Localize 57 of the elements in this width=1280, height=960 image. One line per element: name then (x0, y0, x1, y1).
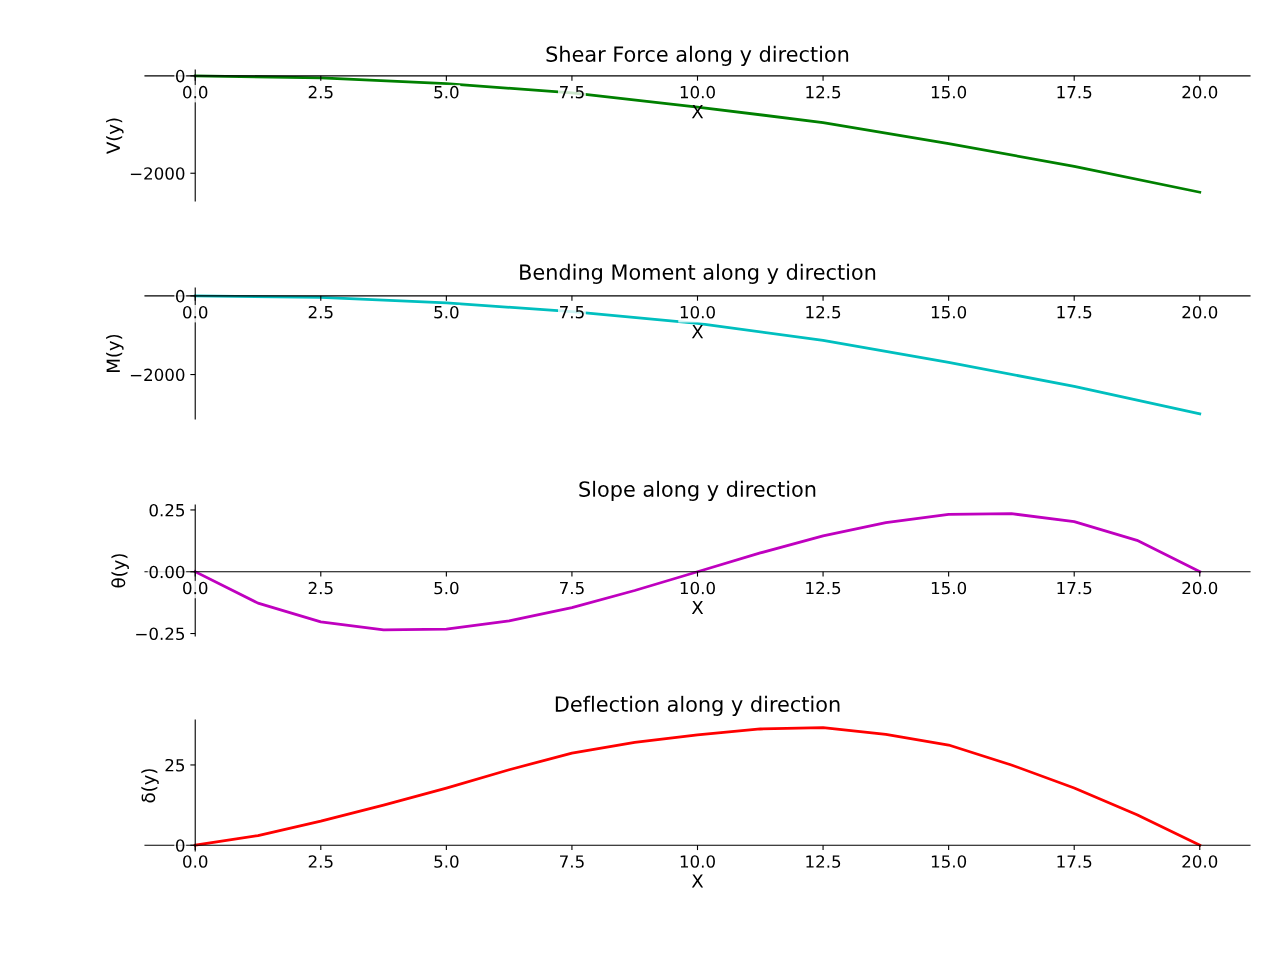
x-tick-label: 10.0 (680, 85, 715, 99)
x-tick-label: 7.5 (560, 581, 584, 595)
y-axis-title: V(y) (106, 118, 124, 154)
x-tick-label: 0.0 (183, 581, 208, 595)
y-tick-label: 0.00 (149, 565, 185, 579)
line-series (193, 726, 1202, 847)
y-tick-label: −0.25 (136, 627, 185, 641)
y-tick-label: 0 (176, 289, 185, 303)
x-axis-title: X (691, 600, 704, 615)
x-tick-label: 7.5 (560, 855, 584, 868)
x-tick-label: 5.0 (434, 855, 459, 868)
y-tick-label: −2000 (130, 368, 185, 382)
y-tick-label: 0.25 (149, 503, 185, 517)
x-tick-label: 7.5 (560, 306, 584, 319)
chart-title: Shear Force along y direction (546, 45, 849, 66)
x-tick-label: 17.5 (1057, 855, 1092, 868)
y-axis-title: δ(y) (141, 769, 159, 803)
x-tick-label: 0.0 (183, 855, 208, 868)
y-tick-label: 0 (176, 839, 185, 852)
x-tick-label: 10.0 (680, 855, 715, 868)
x-tick-label: 5.0 (434, 581, 459, 595)
x-tick-label: 5.0 (434, 85, 459, 99)
x-tick-label: 5.0 (434, 305, 459, 319)
x-tick-label: 17.5 (1057, 306, 1092, 319)
y-tick-label: 0 (176, 69, 185, 83)
x-tick-label: 2.5 (308, 305, 333, 319)
x-tick-label: 15.0 (931, 305, 967, 319)
y-tick-label: 25 (165, 758, 185, 772)
x-tick-label: 12.5 (806, 305, 841, 319)
chart-title: Bending Moment along y direction (520, 263, 876, 284)
y-axis-title: M(y) (106, 334, 124, 372)
chart-title: Slope along y direction (579, 480, 816, 501)
x-tick-label: 10.0 (680, 581, 715, 595)
x-axis-title: X (691, 325, 704, 339)
x-tick-label: 20.0 (1182, 305, 1218, 319)
x-tick-label: 17.5 (1057, 581, 1092, 595)
x-tick-label: 10.0 (680, 305, 715, 319)
x-tick-label: 12.5 (806, 855, 841, 868)
y-tick-label: −2000 (130, 167, 185, 180)
x-axis-title: X (691, 874, 704, 888)
x-tick-label: 15.0 (931, 581, 967, 595)
x-tick-label: 0.0 (183, 305, 208, 319)
x-tick-label: 20.0 (1182, 581, 1218, 595)
chart-title: Deflection along y direction (555, 695, 840, 716)
x-tick-label: 20.0 (1182, 85, 1218, 99)
x-tick-label: 17.5 (1057, 86, 1092, 99)
x-tick-label: 2.5 (308, 855, 333, 868)
x-tick-label: 15.0 (931, 85, 967, 99)
x-tick-label: 12.5 (806, 581, 841, 595)
x-tick-label: 2.5 (308, 581, 333, 595)
y-axis-title: θ(y) (111, 554, 129, 588)
x-tick-label: 0.0 (183, 85, 208, 99)
x-tick-label: 15.0 (931, 855, 967, 868)
x-axis-title: X (691, 105, 704, 119)
x-tick-label: 2.5 (308, 85, 333, 99)
x-tick-label: 12.5 (806, 85, 841, 99)
x-tick-label: 20.0 (1182, 855, 1218, 868)
